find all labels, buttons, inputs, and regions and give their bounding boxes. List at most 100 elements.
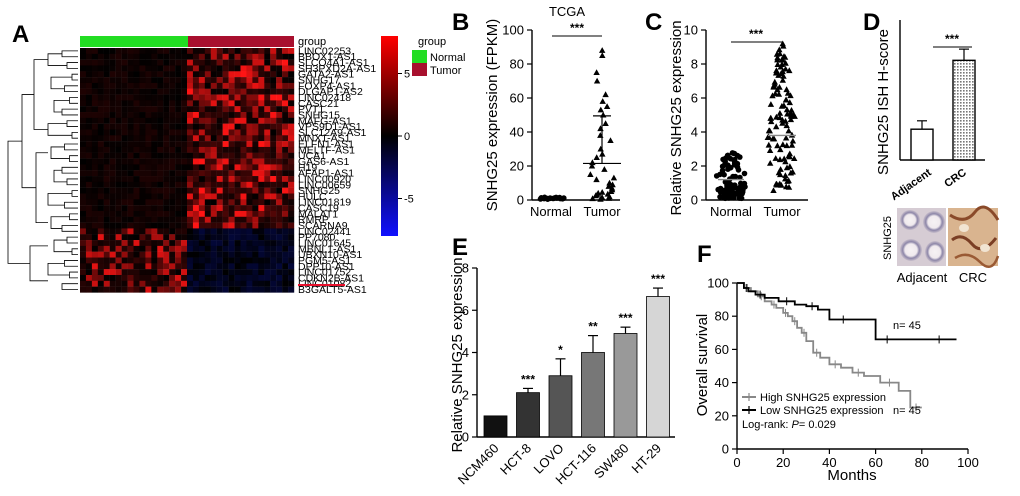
- heatmap-cell: [187, 269, 194, 276]
- heatmap-cell: [204, 71, 211, 78]
- panel-b-points: [537, 47, 621, 202]
- heatmap-cell: [157, 48, 164, 55]
- heatmap-cell: [163, 257, 170, 264]
- heatmap-cell: [145, 170, 152, 177]
- heatmap-cell: [175, 141, 182, 148]
- heatmap-cell: [169, 193, 176, 200]
- heatmap-cell: [85, 117, 93, 124]
- heatmap-cell: [187, 170, 194, 177]
- heatmap-cell: [169, 286, 176, 293]
- heatmap-cell: [115, 210, 122, 217]
- legend-swatch-normal: [412, 50, 427, 63]
- heatmap-cell: [115, 117, 122, 124]
- heatmap-cell: [198, 234, 206, 241]
- heatmap-cell: [187, 112, 194, 119]
- heatmap-cell: [169, 112, 176, 119]
- point-tumor: [782, 172, 789, 178]
- heatmap-cell: [270, 77, 277, 84]
- heatmap-cell: [258, 82, 265, 89]
- bar-ncm460: [483, 415, 508, 438]
- heatmap-cell: [234, 193, 241, 200]
- heatmap-cell: [258, 146, 265, 153]
- heatmap-cell: [210, 257, 217, 264]
- point-tumor: [787, 169, 794, 176]
- heatmap-cell: [157, 123, 164, 130]
- heatmap-cell: [157, 94, 164, 101]
- heatmap-cell: [163, 286, 170, 293]
- heatmap-cell: [80, 135, 87, 142]
- heatmap-cell: [103, 129, 110, 136]
- heatmap-cell: [264, 152, 271, 159]
- heatmap-cell: [127, 280, 134, 287]
- heatmap-cell: [133, 280, 140, 287]
- heatmap-cell: [127, 135, 134, 142]
- heatmap-cell: [85, 274, 93, 281]
- heatmap-cell: [127, 117, 134, 124]
- heatmap-cell: [181, 65, 188, 72]
- heatmap-cell: [270, 117, 277, 124]
- heatmap-cell: [80, 59, 87, 66]
- point-normal: [729, 150, 736, 156]
- heatmap-cell: [85, 82, 93, 89]
- heatmap-cell: [264, 251, 271, 258]
- heatmap-cell: [192, 222, 200, 229]
- heatmap-cell: [198, 77, 206, 84]
- heatmap-cell: [270, 216, 277, 223]
- heatmap-cell: [80, 141, 87, 148]
- heatmap-cell: [216, 170, 223, 177]
- heatmap-cell: [91, 170, 99, 177]
- heatmap-cell: [187, 263, 194, 270]
- heatmap-cell: [252, 257, 259, 264]
- heatmap-cell: [127, 210, 134, 217]
- heatmap-cell: [216, 65, 223, 72]
- heatmap-cell: [282, 176, 289, 183]
- heatmap-cell: [121, 164, 128, 171]
- heatmap-cell: [192, 135, 200, 142]
- heatmap-cell: [127, 112, 134, 119]
- heatmap-cell: [198, 129, 206, 136]
- heatmap-cell: [151, 53, 158, 60]
- heatmap-cell: [198, 245, 206, 252]
- heatmap-cell: [258, 65, 265, 72]
- heatmap-cell: [258, 53, 265, 60]
- heatmap-cell: [192, 117, 200, 124]
- heatmap-cell: [252, 117, 259, 124]
- heatmap-cell: [151, 170, 158, 177]
- heatmap-cell: [181, 152, 188, 159]
- heatmap-cell: [91, 129, 99, 136]
- heatmap-cell: [133, 141, 140, 148]
- heatmap-cell: [80, 216, 87, 223]
- heatmap-cell: [97, 274, 104, 281]
- heatmap-cell: [151, 129, 158, 136]
- heatmap-cell: [109, 88, 116, 95]
- heatmap-cell: [91, 274, 99, 281]
- heatmap-cell: [115, 193, 122, 200]
- heatmap-cell: [139, 181, 146, 188]
- heatmap-cell: [80, 286, 87, 293]
- heatmap-cell: [103, 112, 110, 119]
- significance-label: ***: [618, 311, 632, 325]
- heatmap-cell: [234, 112, 241, 119]
- heatmap-cell: [103, 181, 110, 188]
- heatmap-cell: [145, 205, 152, 212]
- heatmap-cell: [133, 71, 140, 78]
- heatmap-cell: [192, 234, 200, 241]
- point-tumor: [775, 72, 782, 78]
- heatmap-cell: [210, 280, 217, 287]
- point-tumor: [767, 101, 775, 107]
- heatmap-cell: [175, 263, 182, 270]
- heatmap-cell: [127, 222, 134, 229]
- heatmap-cell: [187, 228, 194, 235]
- dendrogram-branch: [66, 120, 78, 127]
- point-tumor: [768, 118, 775, 125]
- point-tumor: [781, 155, 788, 162]
- heatmap-cell: [169, 53, 176, 60]
- heatmap-cell: [228, 176, 235, 183]
- heatmap-cell: [163, 193, 170, 200]
- heatmap-cell: [145, 286, 152, 293]
- heatmap-cell: [270, 152, 277, 159]
- heatmap-cell: [163, 228, 170, 235]
- heatmap-cell: [276, 129, 283, 136]
- heatmap-cell: [228, 158, 235, 165]
- heatmap-cell: [145, 245, 152, 252]
